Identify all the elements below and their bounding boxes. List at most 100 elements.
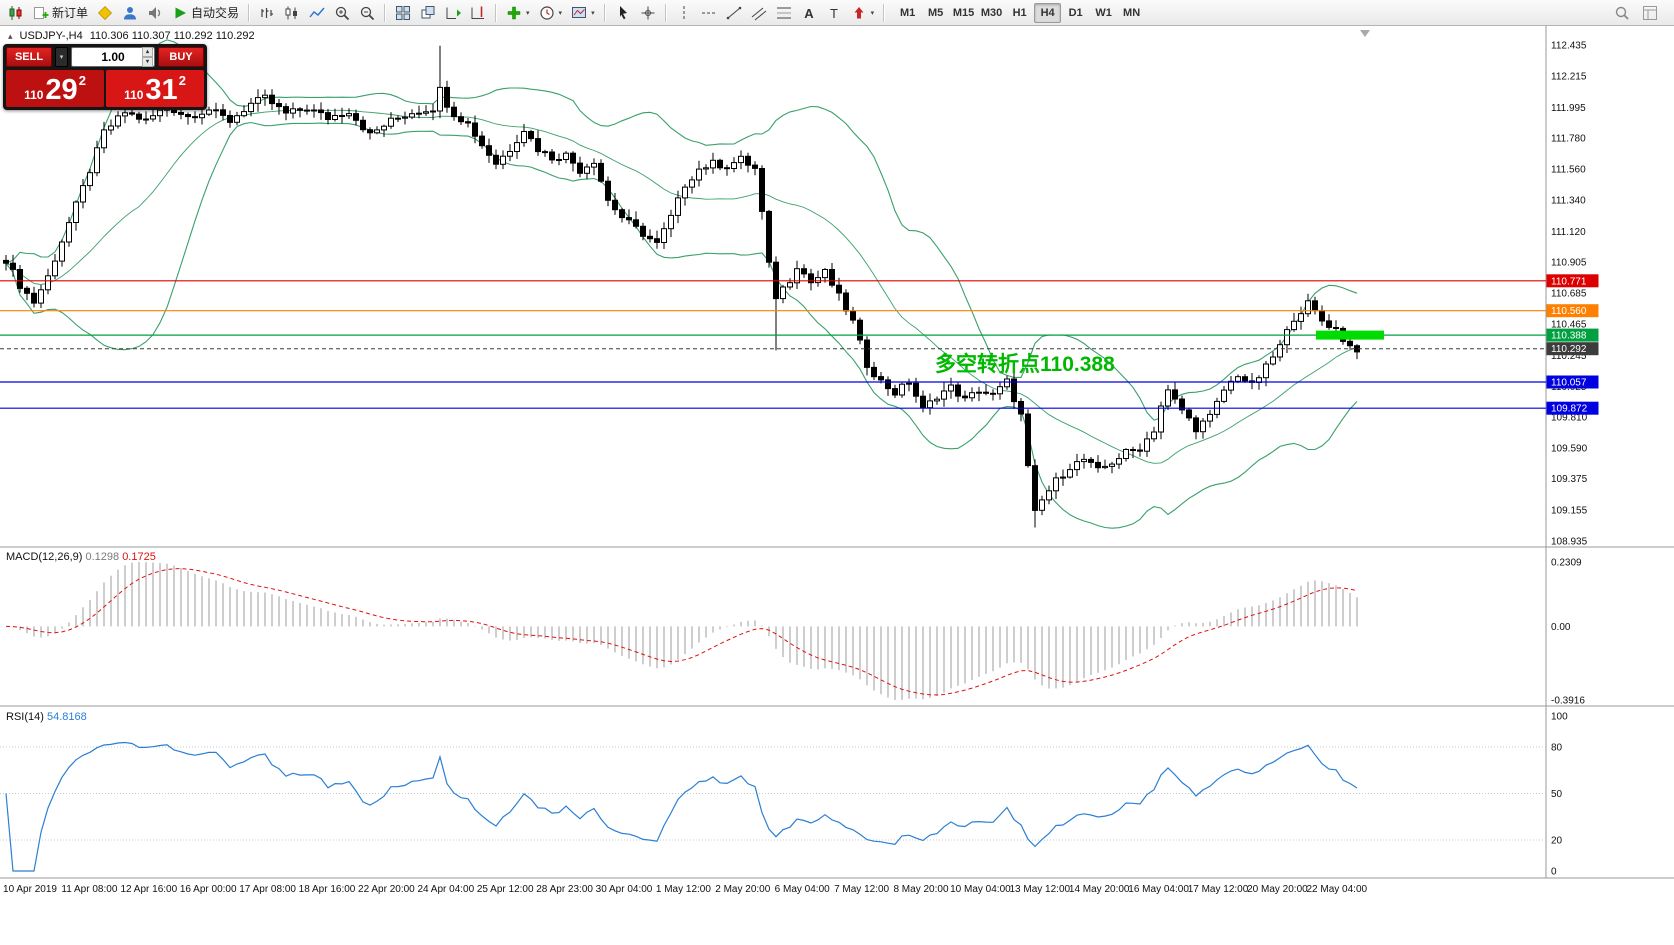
price-badge-110.292[interactable] [1546,342,1599,356]
price-tick-label: 111.780 [1551,133,1586,144]
cascade-windows-button[interactable] [416,2,440,24]
chevron-down-icon: ▾ [526,9,530,17]
price-tick-label: 109.155 [1551,505,1588,516]
tile-windows-icon [396,5,411,20]
time-axis-label: 30 Apr 04:00 [596,884,653,895]
buy-price-display[interactable]: 110 31 2 [106,70,204,107]
volume-down-button[interactable]: ▾ [142,57,153,67]
price-badge-text: 110.292 [1551,344,1587,355]
auto-scroll-button[interactable] [441,2,465,24]
periods-button[interactable]: ▾ [535,2,567,24]
chart-shift-marker-icon[interactable] [1360,30,1370,37]
timeframe-w1-button[interactable]: W1 [1090,3,1117,23]
symbol-timeframe-label: USDJPY-,H4 [19,30,83,42]
panels-button[interactable] [1638,2,1662,24]
new-order-button[interactable]: 新订单 [29,2,92,24]
ohlc-quote-line: 110.306 110.307 110.292 110.292 [89,30,255,42]
buy-button[interactable]: BUY [158,47,204,67]
arrows-tool-button[interactable]: ▾ [847,2,879,24]
trendline-button[interactable] [722,2,746,24]
timeframe-mn-button[interactable]: MN [1118,3,1145,23]
expert-advisors-button[interactable] [93,2,117,24]
volume-dropdown-button[interactable]: ▾ [55,47,68,67]
text-tool-button[interactable]: A [797,2,821,24]
rsi-scale-label: 50 [1551,789,1563,800]
price-tick-label: 111.560 [1551,165,1586,176]
sell-price-display[interactable]: 110 29 2 [6,70,104,107]
chart-shift-button[interactable] [466,2,490,24]
search-icon [1615,6,1629,20]
buy-price-sup: 2 [178,73,186,88]
fibonacci-button[interactable] [772,2,796,24]
time-axis-label: 10 Apr 2019 [3,884,57,895]
tile-windows-button[interactable] [391,2,415,24]
price-tick-label: 109.590 [1551,444,1588,455]
chart-annotation-text[interactable]: 多空转折点110.388 [935,353,1115,376]
label-tool-button[interactable]: T [822,2,846,24]
price-tick-label: 112.435 [1551,41,1587,52]
bar-chart-icon [261,7,274,18]
price-badge-110.560[interactable] [1546,304,1599,318]
price-badge-110.057[interactable] [1546,375,1599,389]
trade-panel-controls: SELL ▾ 1.00 ▴ ▾ BUY [6,47,204,67]
cursor-button[interactable] [611,2,635,24]
crosshair-button[interactable] [636,2,660,24]
macd-pane-label: MACD(12,26,9) 0.1298 0.1725 [6,551,156,563]
line-chart-button[interactable] [305,2,329,24]
collapse-one-click-icon[interactable]: ▴ [8,30,13,41]
channel-button[interactable] [747,2,771,24]
price-tick-label: 111.120 [1551,227,1586,238]
cursor-arrow-icon [619,5,627,19]
time-axis-label: 13 May 12:00 [1009,884,1070,895]
time-axis-label: 24 Apr 04:00 [417,884,474,895]
timeframe-m30-button[interactable]: M30 [978,3,1005,23]
speaker-icon [149,6,161,19]
indicators-button[interactable]: ▾ [502,2,534,24]
candlestick-chart-button[interactable] [280,2,304,24]
timeframe-h4-button[interactable]: H4 [1034,2,1062,23]
toolbar-separator [495,3,498,22]
fibonacci-icon [776,7,791,18]
timeframe-h1-button[interactable]: H1 [1006,3,1033,23]
horizontal-line-button[interactable] [697,2,721,24]
price-badge-110.388[interactable] [1546,328,1599,342]
alerts-button[interactable] [143,2,167,24]
cascade-windows-icon [421,5,435,18]
chart-canvas[interactable]: 112.435 112.215 111.995 111.780 111.560 111.3… [0,26,1674,945]
price-tick-label: 110.905 [1551,257,1587,268]
timeframe-m15-button[interactable]: M15 [950,3,977,23]
rsi-scale-label: 20 [1551,836,1563,847]
chart-window[interactable]: 112.435 112.215 111.995 111.780 111.560 111.3… [0,26,1674,945]
volume-up-button[interactable]: ▴ [142,47,153,57]
time-axis-label: 17 Apr 08:00 [239,884,296,895]
label-t-icon: T [830,6,838,21]
profiles-button[interactable] [118,2,142,24]
time-axis-label: 12 Apr 16:00 [120,884,177,895]
timeframe-m1-button[interactable]: M1 [894,3,921,23]
autotrading-button[interactable]: 自动交易 [168,2,243,24]
highlight-zone-rect[interactable] [1316,330,1384,340]
clock-icon [539,5,554,20]
timeframe-m5-button[interactable]: M5 [922,3,949,23]
vertical-line-button[interactable] [672,2,696,24]
price-badge-110.771[interactable] [1546,274,1599,288]
chevron-down-icon: ▾ [591,9,595,17]
templates-button[interactable]: ▾ [567,2,599,24]
volume-spinner: ▴ ▾ [142,47,153,67]
time-axis-label: 16 Apr 00:00 [180,884,237,895]
bar-chart-button[interactable] [255,2,279,24]
timeframe-d1-button[interactable]: D1 [1062,3,1089,23]
time-axis-label: 22 May 04:00 [1306,884,1367,895]
zoom-in-button[interactable] [330,2,354,24]
price-badge-109.872[interactable] [1546,401,1599,415]
sell-price-sup: 2 [78,73,86,88]
sell-button[interactable]: SELL [6,47,52,67]
zoom-out-button[interactable] [355,2,379,24]
volume-input[interactable]: 1.00 ▴ ▾ [71,47,155,67]
timeframe-toolbar: M1 M5 M15 M30 H1 H4 D1 W1 MN [894,2,1145,23]
search-button[interactable] [1610,2,1634,24]
channel-icon [751,7,766,20]
macd-scale-label: 0.2309 [1551,558,1582,569]
price-tick-label: 111.995 [1551,103,1586,114]
toolbar-separator [883,3,886,22]
